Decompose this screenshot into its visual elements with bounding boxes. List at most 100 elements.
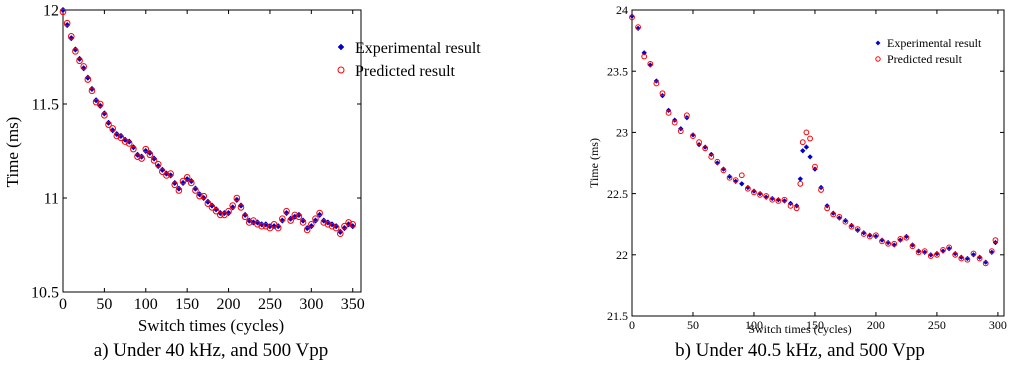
predicted-point: [732, 177, 739, 184]
predicted-point: [714, 158, 721, 165]
predicted-point: [677, 128, 684, 135]
predicted-point: [879, 238, 885, 245]
predicted-point: [970, 250, 977, 257]
predicted-point: [159, 168, 166, 175]
predicted-point: [781, 196, 788, 203]
experimental-point: [97, 102, 104, 110]
chart-b-legend-experimental: Experimental result: [887, 36, 982, 50]
experimental-point: [341, 224, 348, 232]
legend-marker-predicted: [337, 66, 345, 74]
experimental-point: [142, 147, 149, 155]
predicted-point: [702, 145, 709, 152]
predicted-point: [225, 207, 232, 215]
y-tick-label: 11: [44, 191, 59, 208]
x-tick-label: 0: [59, 296, 67, 313]
predicted-point: [690, 133, 696, 139]
predicted-point: [696, 139, 702, 146]
predicted-point: [803, 129, 810, 136]
predicted-point: [720, 167, 727, 174]
predicted-point: [349, 221, 357, 228]
predicted-point: [121, 138, 129, 145]
chart-b-legend-marker-experimental: [875, 40, 881, 46]
predicted-point: [738, 172, 745, 179]
experimental-point: [146, 149, 154, 157]
predicted-point: [964, 256, 971, 263]
experimental-point: [233, 196, 240, 204]
predicted-point: [196, 192, 203, 200]
predicted-point: [88, 87, 96, 95]
predicted-point: [109, 125, 116, 132]
experimental-point: [92, 97, 100, 104]
chart-a-legend-marker-experimental: [337, 43, 345, 51]
predicted-point: [101, 111, 108, 119]
chart-b-caption: b) Under 40.5 kHz, and 500 Vpp: [675, 340, 925, 361]
predicted-point: [229, 202, 236, 209]
experimental-point: [134, 151, 141, 158]
predicted-point: [818, 187, 824, 193]
experimental-point: [155, 162, 162, 170]
experimental-point: [337, 228, 344, 235]
chart-b-y-axis-label: Time (ms): [587, 138, 601, 188]
y-tick-label: 23: [616, 126, 628, 140]
predicted-point: [807, 135, 813, 142]
x-tick-label: 100: [745, 318, 763, 332]
predicted-point: [258, 222, 265, 230]
experimental-point: [59, 6, 67, 14]
x-tick-label: 150: [175, 296, 199, 313]
predicted-point: [891, 240, 898, 247]
experimental-point: [171, 179, 178, 187]
predicted-point: [80, 63, 87, 70]
chart-a-y-ticks: 10.5 11 11.5 12: [31, 3, 361, 302]
experimental-point: [803, 144, 810, 150]
predicted-point: [250, 217, 257, 224]
experimental-point: [241, 211, 249, 219]
predicted-point: [204, 200, 212, 207]
predicted-point: [241, 213, 249, 221]
predicted-point: [992, 237, 999, 244]
experimental-point: [807, 154, 813, 160]
predicted-point: [130, 145, 137, 153]
experimental-point: [101, 110, 108, 117]
predicted-point: [854, 226, 861, 232]
predicted-point: [915, 249, 922, 256]
predicted-point: [105, 121, 112, 128]
predicted-point: [332, 224, 340, 232]
predicted-point: [279, 215, 286, 222]
predicted-point: [708, 153, 715, 160]
predicted-point: [751, 189, 757, 196]
experimental-point: [72, 46, 79, 53]
predicted-point: [726, 174, 733, 181]
predicted-point: [897, 235, 904, 242]
y-tick-label: 23.5: [607, 64, 628, 78]
predicted-point: [842, 218, 849, 225]
predicted-point: [958, 255, 965, 262]
predicted-point: [92, 98, 100, 106]
predicted-point: [683, 112, 690, 119]
predicted-point: [797, 180, 804, 187]
predicted-point: [150, 157, 158, 164]
x-tick-label: 300: [989, 318, 1007, 332]
predicted-point: [345, 219, 352, 226]
predicted-point: [63, 19, 71, 27]
chart-b-x-ticks: 0 50 100 150 200 250 300: [629, 10, 1007, 332]
predicted-point: [212, 207, 220, 215]
experimental-point: [320, 217, 327, 224]
predicted-point: [952, 251, 959, 258]
x-tick-label: 200: [867, 318, 885, 332]
predicted-point: [299, 219, 307, 226]
predicted-point: [653, 80, 660, 87]
y-tick-label: 21.5: [607, 309, 628, 323]
x-tick-label: 50: [96, 296, 112, 313]
predicted-point: [659, 90, 666, 97]
predicted-point: [96, 100, 104, 108]
predicted-point: [237, 204, 245, 211]
experimental-point: [130, 144, 137, 151]
predicted-point: [635, 24, 641, 31]
predicted-point: [885, 240, 892, 247]
predicted-point: [757, 191, 763, 198]
predicted-point: [171, 181, 179, 189]
experimental-point: [299, 217, 307, 224]
chart-b-x-axis-label: Switch times (cycles): [748, 322, 851, 336]
predicted-point: [76, 57, 83, 65]
